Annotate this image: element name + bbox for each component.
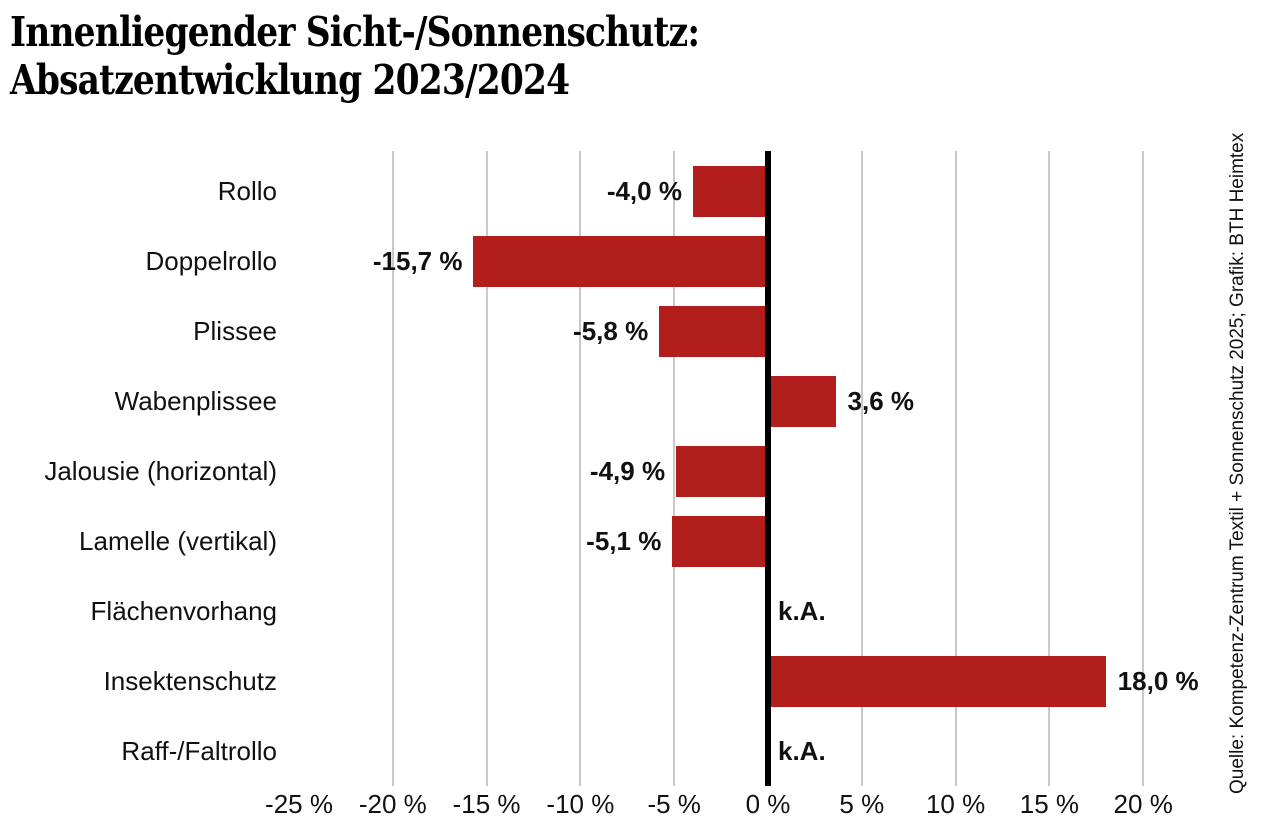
x-axis-tick-label: -15 % xyxy=(452,789,521,819)
bar xyxy=(768,655,1106,707)
x-axis-tick-label: 0 % xyxy=(745,789,791,819)
x-axis-tick-label: -25 % xyxy=(265,789,333,819)
gridline xyxy=(391,151,394,786)
x-axis-tick-label: -10 % xyxy=(546,789,615,819)
chart-title-line-2: Absatzentwicklung 2023/2024 xyxy=(10,56,570,104)
value-label: -15,7 % xyxy=(372,246,463,276)
category-label: Lamelle (vertikal) xyxy=(79,526,277,556)
category-label: Flächenvorhang xyxy=(90,596,277,626)
chart-title-line-1: Innenliegender Sicht-/Sonnenschutz: xyxy=(10,8,700,56)
x-axis-tick-label: -5 % xyxy=(647,789,701,819)
zero-axis-line xyxy=(765,151,771,786)
value-label: 18,0 % xyxy=(1117,666,1199,696)
value-label: -5,1 % xyxy=(586,526,662,556)
category-label: Rollo xyxy=(217,176,277,206)
bar xyxy=(473,235,768,287)
x-axis-tick-label: -20 % xyxy=(358,789,427,819)
x-axis-tick-label: 5 % xyxy=(839,789,885,819)
value-label: -4,0 % xyxy=(606,176,682,206)
value-label: 3,6 % xyxy=(847,386,915,416)
x-axis-tick-label: 20 % xyxy=(1113,789,1173,819)
category-label: Insektenschutz xyxy=(103,666,277,696)
gridline xyxy=(1048,151,1051,786)
category-label: Raff-/Faltrollo xyxy=(121,736,277,766)
category-label: Plissee xyxy=(193,316,277,346)
gridline xyxy=(673,151,676,786)
category-label: Wabenplissee xyxy=(114,386,277,416)
gridline xyxy=(485,151,488,786)
source-credit: Quelle: Kompetenz-Zentrum Textil + Sonne… xyxy=(1227,132,1248,794)
bar xyxy=(659,305,768,357)
value-label: -5,8 % xyxy=(573,316,649,346)
category-label: Doppelrollo xyxy=(145,246,277,276)
gridline xyxy=(954,151,957,786)
x-axis-tick-label: 15 % xyxy=(1019,789,1080,819)
bar xyxy=(768,375,836,427)
bar xyxy=(672,515,768,567)
gridline xyxy=(1142,151,1145,786)
value-label: k.A. xyxy=(778,736,826,766)
value-label: -4,9 % xyxy=(589,456,666,486)
chart-title: Innenliegender Sicht-/Sonnenschutz: Absa… xyxy=(10,8,700,104)
value-label: k.A. xyxy=(778,596,826,626)
bar xyxy=(692,165,768,217)
bar xyxy=(676,445,768,497)
gridline xyxy=(860,151,863,786)
gridline xyxy=(579,151,582,786)
x-axis-tick-label: 10 % xyxy=(925,789,986,819)
category-label: Jalousie (horizontal) xyxy=(44,456,277,486)
